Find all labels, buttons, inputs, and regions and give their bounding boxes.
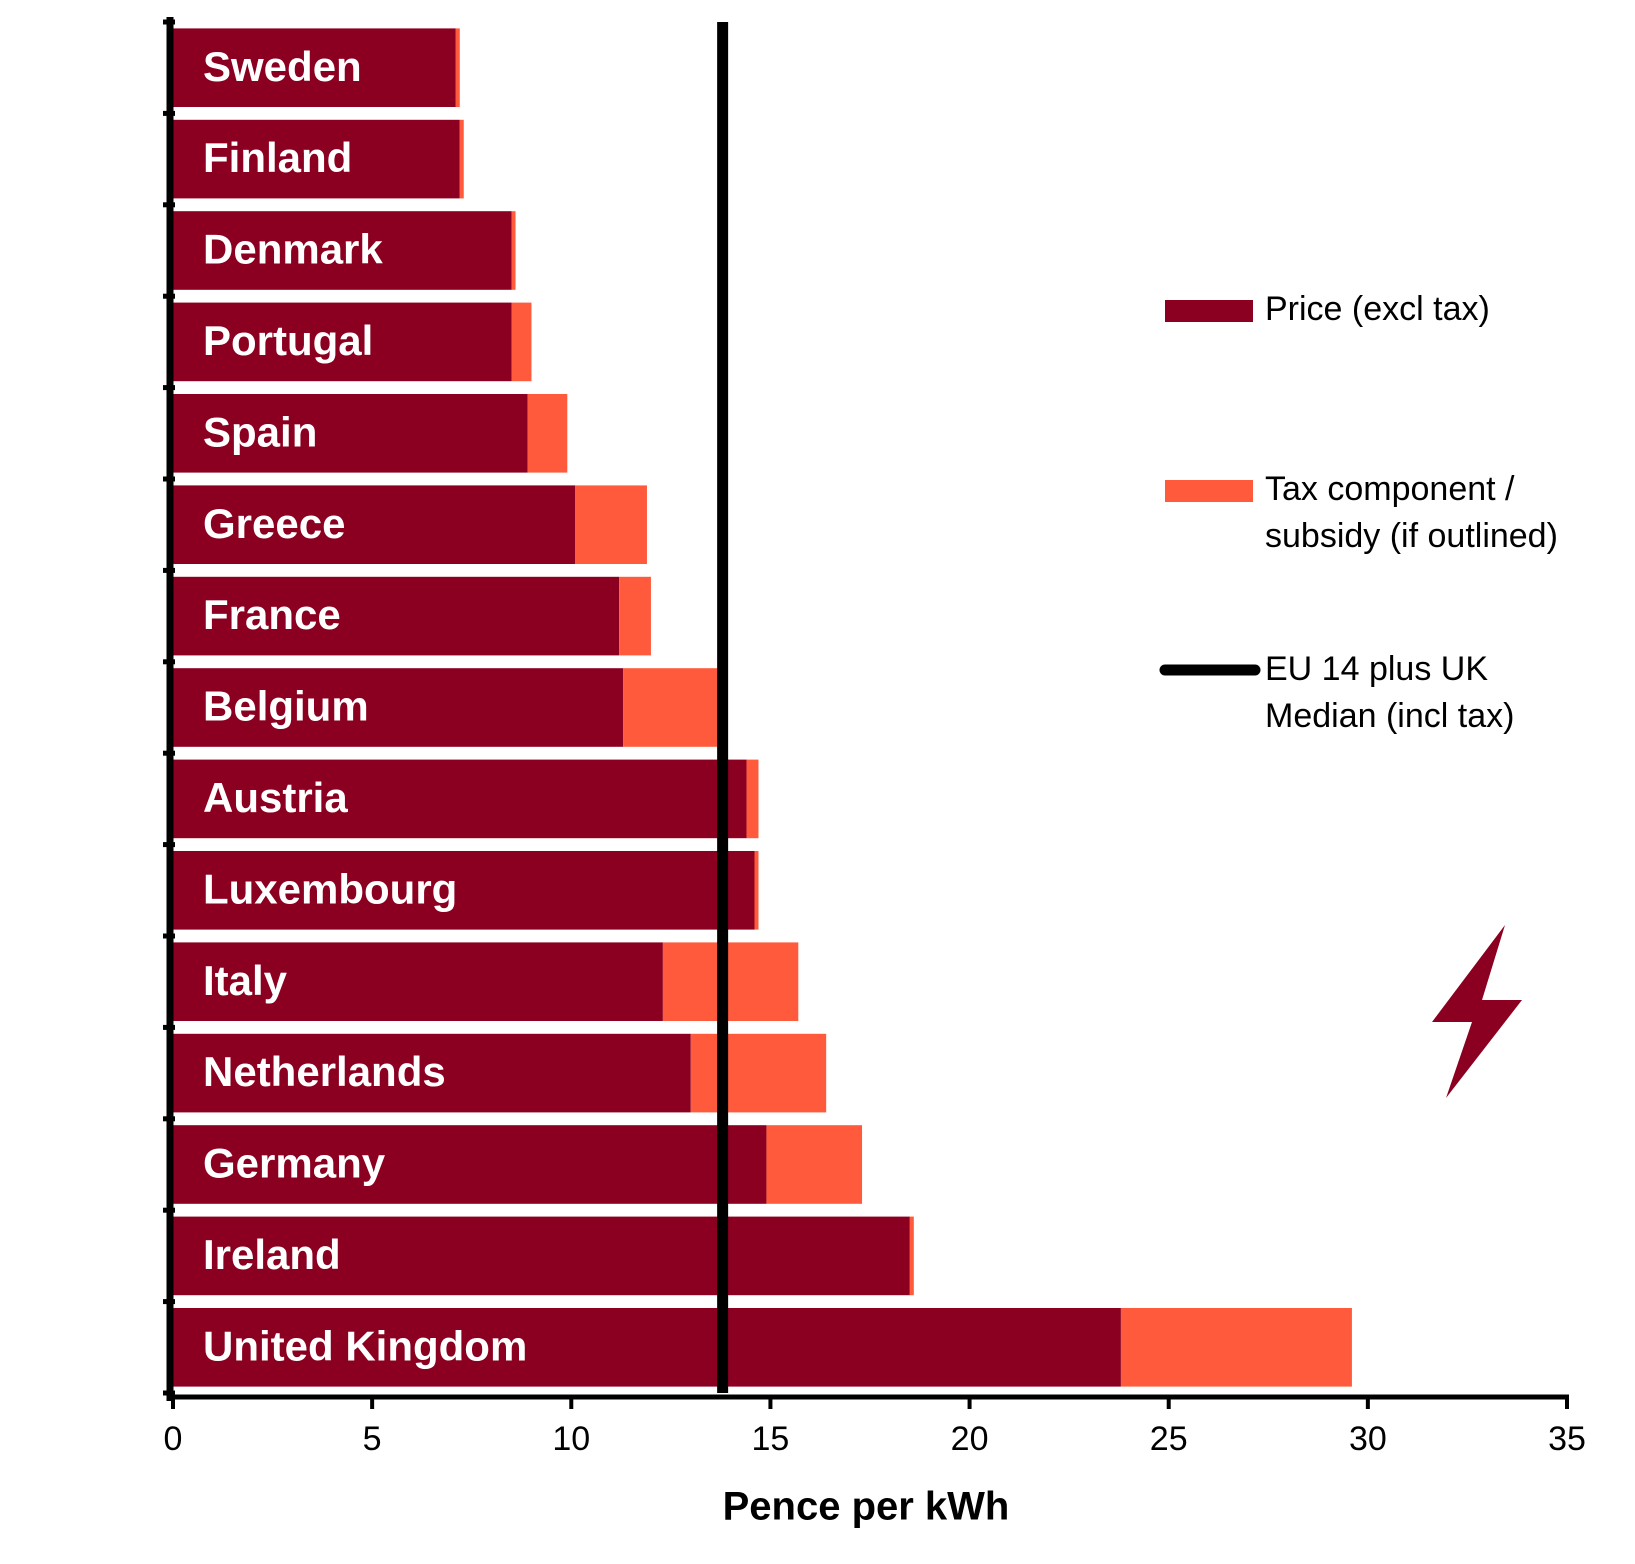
x-tick-label: 15 [752, 1420, 790, 1458]
category-label: Austria [203, 774, 348, 821]
category-label: Sweden [203, 43, 362, 90]
legend-swatch [1165, 480, 1253, 502]
lightning-icon [1432, 925, 1522, 1098]
bar-segment [575, 485, 647, 565]
bar-segment [754, 850, 759, 930]
bar-segment [527, 393, 568, 473]
legend-label: EU 14 plus UK Median (incl tax) [1265, 650, 1515, 735]
bar-segment [619, 576, 651, 656]
bar-segment [1120, 1307, 1352, 1387]
x-tick-label: 20 [951, 1420, 989, 1458]
bar-segment [690, 1033, 827, 1113]
category-label: Ireland [203, 1231, 341, 1278]
bar-segment [173, 28, 456, 108]
bar-segment [455, 28, 460, 108]
bar-segment [459, 119, 464, 199]
bar-segment [623, 668, 719, 747]
bar-segment [173, 668, 624, 747]
bar-segment [173, 850, 755, 930]
category-label: Finland [203, 134, 352, 181]
legend-swatch [1165, 300, 1253, 322]
bar-segment [173, 119, 460, 199]
bar-segment [173, 1307, 1121, 1387]
category-label: United Kingdom [203, 1322, 527, 1369]
bar-segment [173, 759, 747, 839]
category-label: Netherlands [203, 1048, 446, 1095]
category-label: Belgium [203, 683, 369, 730]
category-label: Luxembourg [203, 865, 457, 912]
category-label: France [203, 591, 341, 638]
bar-segment [511, 211, 516, 290]
x-tick-label: 10 [552, 1420, 590, 1458]
bar-segment [173, 1216, 910, 1296]
category-label: Italy [203, 957, 288, 1004]
bar-segment [662, 942, 799, 1022]
bar-segment [173, 1125, 767, 1204]
legend-label: Tax component / subsidy (if outlined) [1265, 470, 1558, 555]
x-tick-label: 30 [1349, 1420, 1387, 1458]
x-tick-label: 25 [1150, 1420, 1188, 1458]
category-label: Portugal [203, 317, 373, 364]
x-tick-label: 35 [1548, 1420, 1586, 1458]
bar-segment [173, 1033, 691, 1113]
bar-segment [173, 393, 528, 473]
bar-segment [909, 1216, 914, 1296]
category-label: Greece [203, 500, 345, 547]
bar-segment [173, 942, 663, 1022]
bar-segment [173, 211, 512, 290]
bar-segment [173, 576, 620, 656]
category-label: Spain [203, 408, 317, 455]
x-axis-title: Pence per kWh [723, 1485, 1010, 1529]
bar-segment [173, 485, 576, 565]
x-tick-label: 0 [164, 1420, 183, 1458]
bar-segment [766, 1125, 863, 1204]
legend-label: Price (excl tax) [1265, 290, 1490, 328]
x-tick-label: 5 [363, 1420, 382, 1458]
category-label: Germany [203, 1140, 386, 1187]
bar-segment [173, 302, 512, 382]
bar-segment [746, 759, 759, 839]
bar-segment [511, 302, 532, 382]
category-label: Denmark [203, 226, 383, 273]
